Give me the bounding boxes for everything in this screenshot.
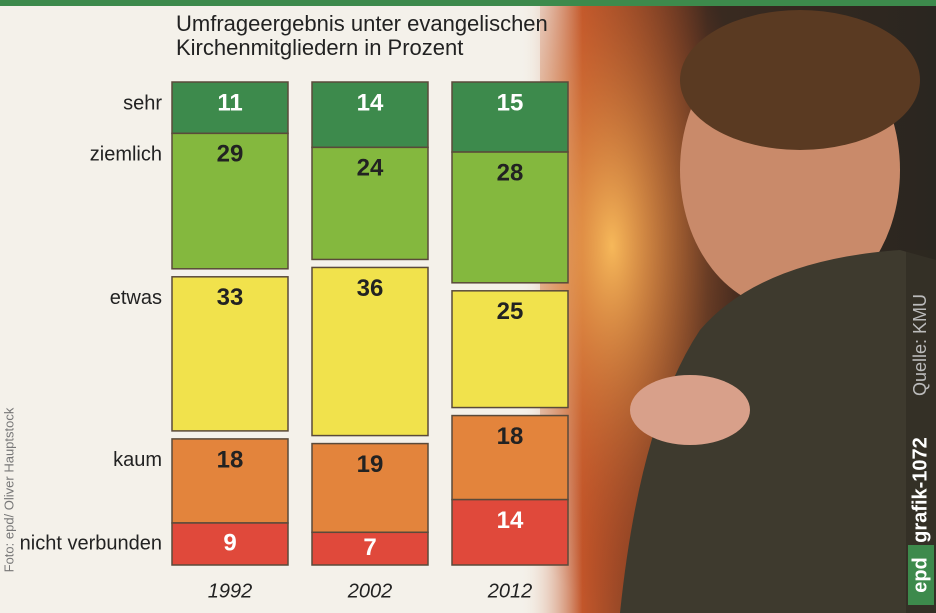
chart-canvas: epd grafik-1072 Quelle: KMU Foto: epd/ O… [0, 0, 936, 613]
publisher: epd [909, 557, 931, 593]
x-tick-label: 2012 [487, 580, 533, 602]
source: Quelle: KMU [910, 294, 930, 396]
x-tick-label: 1992 [208, 580, 253, 602]
value-label: 18 [217, 446, 244, 473]
chart: epd grafik-1072 Quelle: KMU Foto: epd/ O… [0, 0, 936, 613]
legend-label: sehr [123, 92, 162, 114]
top-band [0, 0, 936, 6]
legend-label: ziemlich [90, 144, 162, 166]
value-label: 15 [497, 89, 524, 116]
value-label: 28 [497, 159, 524, 186]
subtitle: Umfrageergebnis unter evangelischen Kirc… [176, 12, 616, 60]
legend-label: nicht verbunden [20, 532, 162, 554]
value-label: 33 [217, 284, 244, 311]
photo-hair [680, 10, 920, 150]
graphic-id: grafik-1072 [909, 437, 931, 543]
photo-credit: Foto: epd/ Oliver Hauptstock [1, 407, 16, 572]
value-label: 29 [217, 141, 244, 168]
value-label: 36 [357, 275, 384, 302]
value-label: 7 [363, 534, 376, 561]
value-label: 24 [357, 155, 384, 182]
value-label: 18 [497, 423, 524, 450]
value-label: 14 [357, 89, 384, 116]
value-label: 11 [217, 89, 242, 116]
value-label: 19 [357, 451, 384, 478]
value-label: 25 [497, 298, 524, 325]
value-label: 9 [223, 529, 236, 556]
x-tick-label: 2002 [347, 580, 393, 602]
photo-hands [630, 375, 750, 445]
value-label: 14 [497, 507, 524, 534]
legend-label: kaum [113, 449, 162, 471]
legend-label: etwas [110, 287, 162, 309]
